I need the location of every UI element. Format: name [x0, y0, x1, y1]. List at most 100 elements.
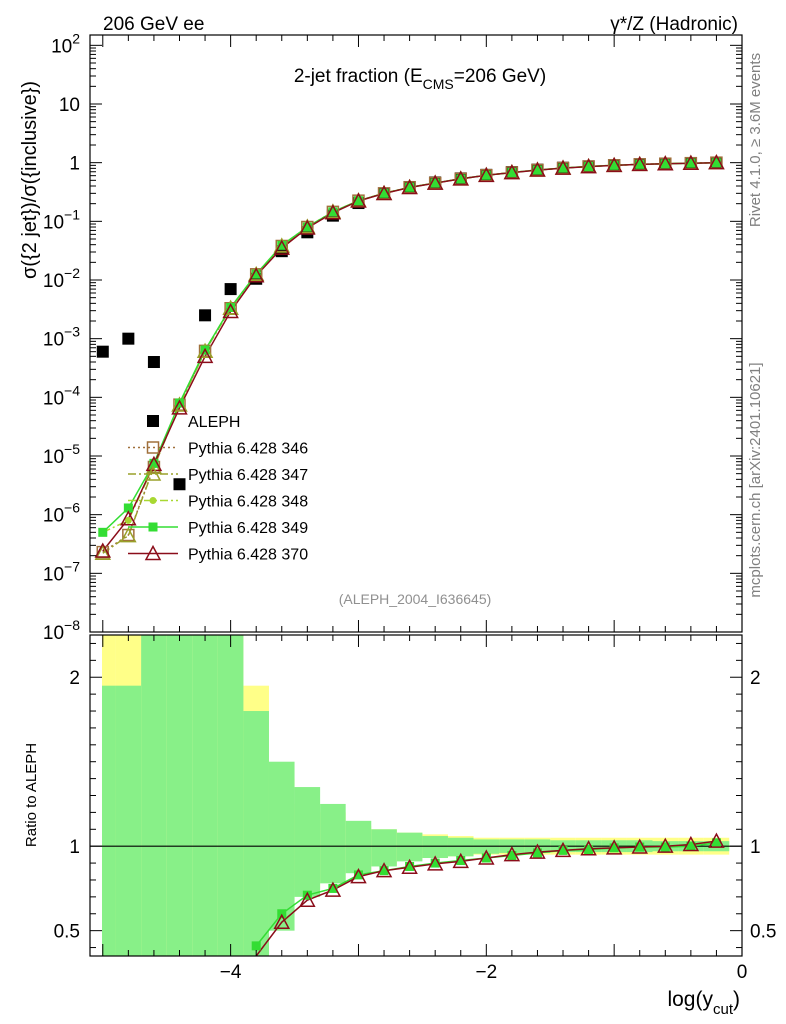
y-tick-label: 1 [69, 154, 80, 175]
x-axis-label-sub: cut [713, 1001, 734, 1018]
mc-point [149, 458, 159, 468]
mc-point [350, 192, 367, 208]
plot-title-suffix: =206 GeV) [454, 66, 546, 87]
mc-point [682, 154, 700, 170]
ratio-point [580, 840, 597, 856]
ratio-point [456, 856, 466, 866]
main-plot [94, 154, 725, 560]
mc-point [426, 174, 444, 190]
y-tick-label: 10−5 [43, 441, 80, 468]
mc-point [481, 170, 491, 180]
data-point [96, 345, 109, 358]
plot-title-sub: CMS [423, 76, 454, 92]
ratio-point [251, 941, 261, 951]
mc-point [711, 158, 721, 168]
y-tick-label: 10−6 [43, 500, 80, 527]
band-green [396, 832, 423, 862]
band-green [115, 685, 142, 956]
ratio-point [379, 866, 389, 876]
legend-label: Pythia 6.428 346 [188, 441, 308, 458]
ratio-point [711, 838, 721, 848]
band-green [422, 836, 448, 859]
mc-point [379, 188, 389, 198]
y-tick-label-exponent: −4 [64, 382, 80, 398]
rivet-label: Rivet 4.1.0, ≥ 3.6M events [747, 53, 764, 227]
mc-point [405, 182, 415, 192]
data-point [122, 332, 135, 345]
mc-point [529, 161, 546, 177]
ratio-point [401, 858, 418, 875]
y-tick-label-base: 10 [51, 36, 72, 57]
ratio-y-axis-label: Ratio to ALEPH [23, 743, 40, 847]
x-tick-label: −4 [220, 962, 242, 983]
mc-point [299, 219, 316, 235]
ratio-y-tick-label: 2 [69, 668, 80, 689]
y-tick-label-base: 10 [43, 330, 64, 351]
band-green [166, 635, 193, 956]
ratio-point [507, 850, 517, 860]
ratio-y-tick-label-right: 1 [750, 837, 761, 858]
main-y-axis-label: σ({2 jet})/σ({inclusive}) [19, 81, 41, 279]
header-left-title: 206 GeV ee [103, 14, 204, 35]
mc-point [554, 159, 572, 175]
mc-point [558, 163, 568, 173]
mcplots-label: mcplots.cern.ch [arXiv:2401.10621] [747, 362, 764, 597]
x-axis-label-text: log(y [667, 988, 713, 1011]
band-green [102, 685, 116, 956]
ratio-point [430, 858, 440, 868]
ratio-point [328, 883, 338, 893]
y-tick-label-base: 10 [43, 564, 64, 585]
ratio-plot [90, 832, 742, 957]
x-axis-label: log(ycut) [667, 988, 740, 1018]
legend-marker [147, 415, 159, 427]
y-tick-label-base: 10 [43, 506, 64, 527]
mc-point [503, 163, 521, 180]
y-tick-label: 10−7 [43, 558, 80, 585]
ratio-point [302, 890, 312, 900]
ratio-point [452, 852, 470, 869]
x-axis-label-suffix: ) [733, 988, 740, 1011]
ratio-point [635, 842, 645, 852]
mc-point [580, 157, 597, 174]
y-tick-label: 102 [51, 30, 80, 57]
y-tick-label-base: 10 [43, 447, 64, 468]
ratio-point [631, 838, 648, 854]
band-green [141, 635, 167, 956]
mc-point [328, 207, 338, 217]
ratio-point [529, 843, 546, 859]
plot-title-text: 2-jet fraction (E [294, 66, 423, 87]
mc-point [145, 455, 163, 472]
y-tick-label: 10−4 [43, 382, 80, 409]
mc-point [660, 159, 670, 169]
mc-point [430, 178, 440, 188]
mc-point [277, 240, 287, 250]
x-tick-label: 0 [737, 962, 748, 983]
legend-label: Pythia 6.428 349 [188, 520, 308, 537]
mc-point [478, 166, 495, 183]
ratio-point [324, 881, 342, 897]
mc-point [171, 399, 188, 415]
mc-point [120, 527, 137, 543]
ratio-y-tick-label-right: 0.5 [750, 922, 776, 943]
mc-point [456, 174, 466, 184]
analysis-id: (ALEPH_2004_I636645) [339, 591, 492, 607]
band-green [447, 837, 474, 857]
ratio-point [708, 832, 725, 848]
mc-point [657, 155, 674, 171]
legend-label: Pythia 6.428 347 [188, 467, 308, 484]
legend-marker [148, 522, 158, 532]
mc-point [584, 162, 594, 172]
ratio-point [682, 835, 700, 852]
mc-point [247, 267, 265, 283]
band-green [345, 820, 372, 874]
ratio-point [660, 842, 670, 852]
band-green [320, 803, 346, 884]
mc-point [532, 165, 542, 175]
band-green [217, 635, 244, 956]
x-tick-label: −2 [475, 962, 497, 983]
y-tick-label-base: 10 [43, 212, 64, 233]
y-tick-label: 10−8 [43, 617, 80, 644]
mc-point [324, 204, 342, 220]
y-tick-label-exponent: −3 [64, 324, 80, 340]
